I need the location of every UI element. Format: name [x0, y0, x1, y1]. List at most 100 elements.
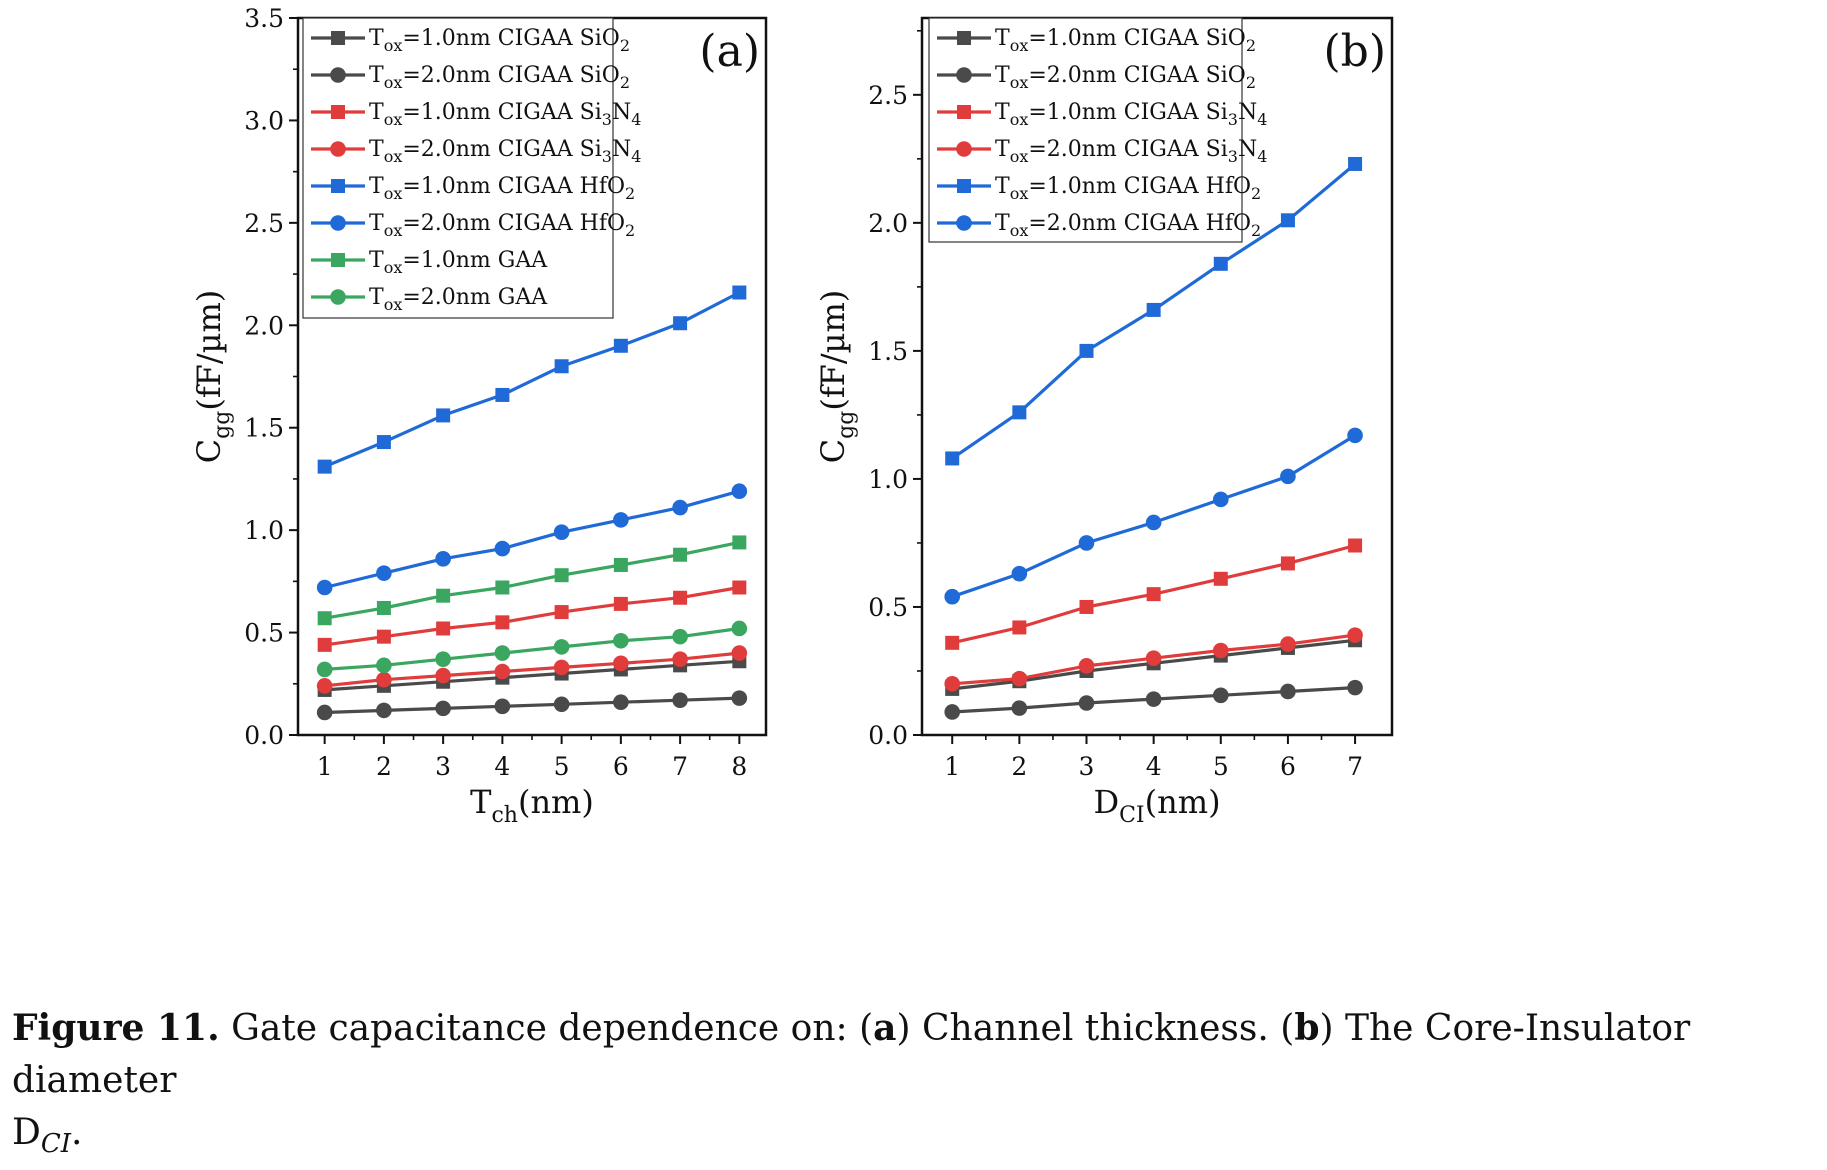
- data-point: [494, 663, 511, 680]
- x-tick-label: 2: [376, 752, 392, 781]
- data-point: [553, 639, 570, 655]
- x-tick-label: 5: [554, 752, 570, 781]
- legend-text-sub: ox: [384, 73, 403, 92]
- data-point: [613, 512, 629, 528]
- y-axis-label-main: C: [190, 439, 228, 463]
- data-point: [376, 702, 392, 719]
- y-tick-label: 2.0: [868, 209, 908, 238]
- y-tick-label: 3.5: [244, 4, 284, 33]
- legend-text-sub: ox: [1010, 184, 1029, 203]
- data-point: [435, 551, 451, 567]
- legend-marker: [330, 289, 346, 305]
- legend-text-main: T: [369, 100, 384, 125]
- legend-text-sub: ox: [1010, 110, 1029, 129]
- legend-text-sub: 4: [1257, 147, 1267, 166]
- legend-text-sub: 2: [1251, 184, 1261, 203]
- legend-text-body: N: [612, 137, 631, 162]
- legend-text-body: =1.0nm CIGAA HfO: [1028, 174, 1251, 199]
- data-point: [553, 524, 570, 540]
- legend-text-sub: ox: [384, 147, 403, 166]
- data-point: [673, 547, 688, 562]
- caption-text-2: ) Channel thickness. (: [896, 1008, 1295, 1049]
- legend-marker: [957, 31, 971, 45]
- legend-marker: [331, 105, 345, 119]
- legend-text-sub: 3: [1228, 110, 1238, 129]
- legend-text-main: T: [995, 137, 1010, 162]
- data-point: [613, 557, 628, 572]
- legend-text-sub: 4: [1257, 110, 1267, 129]
- y-axis-label: Cgg(fF/µm): [190, 290, 235, 464]
- y-tick-label: 0.5: [244, 619, 284, 648]
- legend-label-4: Tox=1.0nm CIGAA HfO2: [995, 174, 1261, 203]
- legend-text-sub: 2: [625, 184, 635, 203]
- y-tick-label: 0.0: [868, 721, 908, 750]
- caption-line2-main: D: [12, 1112, 41, 1153]
- series-line-0: [324, 659, 740, 692]
- x-axis-label-sub: ch: [491, 803, 518, 828]
- legend-text-body: =1.0nm CIGAA SiO: [402, 26, 619, 51]
- x-tick-label: 8: [731, 752, 747, 781]
- y-axis-label: Cgg(fF/µm): [814, 290, 859, 464]
- legend-text-sub: ox: [384, 36, 403, 55]
- legend-marker: [956, 67, 972, 83]
- data-point: [494, 698, 511, 715]
- data-point: [945, 451, 960, 466]
- x-tick-label: 1: [944, 752, 960, 781]
- data-point: [495, 387, 510, 402]
- legend-text-sub: 2: [1246, 36, 1256, 55]
- data-point: [1011, 670, 1028, 687]
- legend-text-sub: 3: [602, 147, 612, 166]
- x-axis-label-rest: (nm): [518, 783, 594, 821]
- data-point: [1078, 658, 1095, 674]
- legend-box: [302, 17, 614, 319]
- x-tick-label: 1: [317, 752, 333, 781]
- legend-label-2: Tox=1.0nm CIGAA Si3N4: [995, 100, 1267, 129]
- data-point: [672, 628, 688, 645]
- data-point: [1146, 587, 1161, 602]
- data-point: [944, 675, 961, 692]
- legend-text-sub: 2: [1251, 221, 1261, 240]
- legend-marker: [331, 179, 345, 193]
- legend-text-body: N: [1238, 137, 1257, 162]
- data-point: [1079, 343, 1094, 358]
- legend-label-3: Tox=2.0nm CIGAA Si3N4: [995, 137, 1267, 166]
- y-tick-label: 2.5: [244, 209, 284, 238]
- legend-text-body: =2.0nm CIGAA Si: [402, 137, 601, 162]
- y-axis-label-rest: (fF/µm): [814, 290, 852, 411]
- x-axis-label-rest: (nm): [1145, 783, 1221, 821]
- y-axis-label-main: C: [814, 439, 852, 463]
- legend-label-1: Tox=2.0nm CIGAA SiO2: [995, 63, 1256, 92]
- panel-label: (a): [699, 26, 760, 77]
- data-point: [731, 620, 748, 637]
- series-line-1: [324, 696, 740, 715]
- legend-text-body: =1.0nm CIGAA SiO: [1028, 26, 1245, 51]
- x-tick-label: 5: [1213, 752, 1229, 781]
- x-tick-label: 3: [435, 752, 451, 781]
- legend-label-7: Tox=2.0nm GAA: [369, 285, 548, 314]
- legend-text-main: T: [369, 248, 384, 273]
- x-axis-label-sub: CI: [1119, 803, 1145, 828]
- legend-marker: [330, 215, 346, 231]
- x-axis-label-main: T: [470, 783, 492, 821]
- legend-text-sub: ox: [1010, 73, 1029, 92]
- data-point: [613, 596, 628, 611]
- data-point: [376, 565, 392, 581]
- legend-label-5: Tox=2.0nm CIGAA HfO2: [369, 211, 635, 240]
- legend-text-sub: ox: [384, 221, 403, 240]
- legend-text-body: =2.0nm CIGAA HfO: [1028, 211, 1251, 236]
- data-point: [945, 635, 960, 650]
- data-point: [1212, 491, 1229, 508]
- data-point: [317, 459, 332, 474]
- data-point: [376, 657, 392, 674]
- data-point: [673, 316, 688, 331]
- legend-text-body: =1.0nm CIGAA Si: [1028, 100, 1227, 125]
- data-point: [435, 700, 451, 717]
- legend-marker: [331, 253, 345, 267]
- legend-text-main: T: [369, 63, 384, 88]
- data-point: [495, 615, 510, 630]
- legend-text-sub: ox: [384, 258, 403, 277]
- legend-text-sub: ox: [1010, 147, 1029, 166]
- x-tick-label: 6: [613, 752, 629, 781]
- legend-label-2: Tox=1.0nm CIGAA Si3N4: [369, 100, 641, 129]
